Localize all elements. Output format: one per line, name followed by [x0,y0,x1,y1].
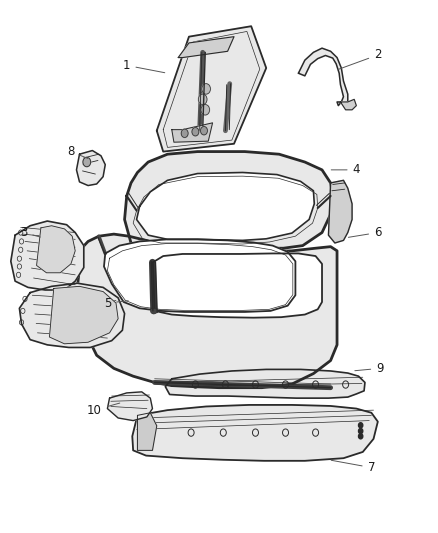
Polygon shape [172,123,212,142]
Circle shape [201,104,209,115]
Polygon shape [104,239,295,312]
Polygon shape [178,37,234,58]
Polygon shape [340,99,357,110]
Text: 2: 2 [338,49,381,70]
Polygon shape [19,283,124,348]
Circle shape [202,84,210,94]
Polygon shape [137,173,314,240]
Circle shape [192,127,199,136]
Circle shape [358,423,363,428]
Polygon shape [157,26,266,151]
Polygon shape [298,48,348,106]
Polygon shape [49,286,118,344]
Circle shape [198,94,207,104]
Polygon shape [11,221,84,290]
Text: 10: 10 [87,403,120,417]
Polygon shape [132,405,378,461]
Polygon shape [328,180,352,243]
Text: 4: 4 [331,164,360,176]
Polygon shape [124,151,333,248]
Polygon shape [78,234,337,387]
Text: 3: 3 [20,226,40,239]
Polygon shape [107,392,152,421]
Text: 7: 7 [331,461,375,474]
Circle shape [181,129,188,138]
Polygon shape [77,150,105,185]
Text: 5: 5 [104,296,128,310]
Text: 1: 1 [123,59,165,72]
Polygon shape [138,413,157,450]
Text: 6: 6 [348,226,381,239]
Circle shape [358,429,363,434]
Circle shape [358,434,363,439]
Polygon shape [36,226,75,273]
Polygon shape [153,254,322,318]
Circle shape [201,126,208,135]
Text: 9: 9 [355,362,384,375]
Polygon shape [166,369,365,398]
Text: 8: 8 [67,145,88,158]
Circle shape [83,157,91,167]
